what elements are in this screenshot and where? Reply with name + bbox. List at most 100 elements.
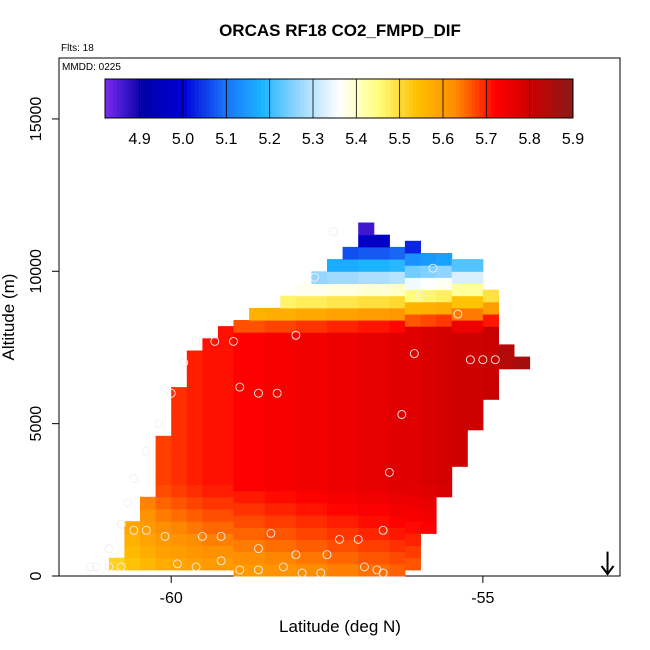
colorbar-segment	[225, 79, 231, 118]
colorbar-segment	[249, 79, 254, 118]
heatmap-cell	[389, 283, 406, 297]
colorbar-segment	[440, 79, 445, 118]
data-point	[104, 544, 114, 554]
colorbar-segment	[311, 79, 316, 118]
heatmap-cell	[311, 405, 328, 419]
heatmap-cell	[467, 393, 484, 406]
colorbar-segment	[487, 79, 492, 118]
heatmap-cell	[280, 429, 297, 443]
colorbar-segment	[569, 79, 574, 118]
y-tick-label: 15000	[28, 97, 45, 142]
colorbar-tick-label: 5.1	[215, 131, 237, 148]
heatmap-cell	[217, 472, 234, 486]
heatmap-cell	[358, 478, 375, 492]
heatmap-cell	[217, 460, 234, 473]
heatmap-cell	[327, 271, 344, 284]
heatmap-cell	[264, 320, 281, 333]
heatmap-cell	[327, 441, 344, 455]
heatmap-cell	[358, 320, 375, 333]
colorbar-segment	[518, 79, 523, 118]
y-tick-label: 10000	[28, 249, 45, 294]
colorbar-tick-label: 4.9	[129, 131, 151, 148]
x-axis: -60 -55	[160, 576, 495, 607]
heatmap-cell	[404, 533, 421, 546]
heatmap-cell	[373, 344, 390, 358]
heatmap-cell	[186, 496, 203, 510]
colorbar-segment	[233, 79, 238, 118]
data-point	[378, 525, 388, 535]
heatmap-cell	[186, 374, 203, 388]
colorbar-segment	[339, 79, 344, 118]
heatmap-cell	[451, 454, 468, 467]
heatmap-cell	[451, 368, 468, 382]
heatmap-cell	[420, 387, 437, 400]
heatmap-cell	[358, 527, 375, 540]
heatmap-cell	[420, 277, 437, 291]
data-point	[328, 227, 338, 237]
heatmap-cell	[436, 460, 453, 473]
heatmap-cell	[467, 405, 484, 419]
colorbar-segment	[264, 79, 270, 118]
heatmap-cell	[202, 545, 219, 559]
heatmap-cell	[373, 478, 390, 492]
colorbar-segment	[128, 79, 133, 118]
heatmap-cell	[295, 320, 312, 333]
heatmap-cell	[373, 551, 390, 565]
heatmap-cell	[436, 362, 453, 376]
heatmap-cell	[171, 435, 188, 449]
heatmap-cell	[467, 417, 484, 431]
heatmap-cell	[389, 271, 406, 284]
heatmap-cell	[420, 301, 437, 315]
heatmap-cell	[264, 332, 281, 345]
heatmap-cell	[264, 381, 281, 394]
data-point	[91, 562, 101, 572]
heatmap-cell	[264, 563, 281, 577]
heatmap-cell	[264, 454, 281, 467]
heatmap-cell	[264, 429, 281, 443]
colorbar-segment	[502, 79, 508, 118]
heatmap-cell	[404, 301, 421, 315]
heatmap-cell	[233, 356, 250, 370]
heatmap-cell	[373, 271, 390, 284]
heatmap-cell	[249, 307, 266, 321]
colorbar-tick-label: 5.4	[345, 131, 367, 148]
heatmap-cell	[217, 374, 234, 388]
heatmap-cell	[342, 295, 359, 309]
heatmap-cell	[373, 454, 390, 467]
heatmap-cell	[342, 368, 359, 382]
colorbar-segment	[105, 79, 110, 118]
colorbar-segment	[354, 79, 359, 118]
heatmap-cell	[171, 472, 188, 486]
heatmap-cell	[249, 381, 266, 394]
heatmap-cell	[295, 368, 312, 382]
heatmap-cell	[327, 539, 344, 553]
heatmap-cell	[249, 332, 266, 345]
heatmap-cell	[295, 356, 312, 370]
heatmap-cell	[404, 362, 421, 376]
heatmap-cell	[311, 295, 328, 309]
heatmap-cell	[342, 502, 359, 516]
heatmap-cell	[451, 295, 468, 309]
heatmap-cell	[311, 393, 328, 406]
colorbar-segment	[276, 79, 281, 118]
heatmap-cell	[295, 283, 312, 297]
heatmap-cell	[186, 399, 203, 412]
heatmap-cell	[217, 387, 234, 400]
colorbar-segment	[366, 79, 371, 118]
colorbar-segment	[342, 79, 348, 118]
y-axis: 0 5000 10000 15000	[28, 97, 59, 580]
heatmap-cell	[373, 393, 390, 406]
heatmap-cell	[436, 484, 453, 498]
heatmap-cell	[467, 271, 484, 284]
heatmap-cell	[358, 417, 375, 431]
heatmap-cell	[311, 502, 328, 516]
heatmap-cell	[404, 460, 421, 473]
heatmap-cell	[482, 301, 499, 315]
heatmap-cell	[342, 344, 359, 358]
heatmap-cell	[327, 466, 344, 479]
colorbar-tick-label: 5.7	[475, 131, 497, 148]
heatmap-cell	[327, 490, 344, 504]
heatmap-cell	[311, 441, 328, 455]
heatmap-cell	[404, 496, 421, 510]
colorbar-segment	[147, 79, 153, 118]
